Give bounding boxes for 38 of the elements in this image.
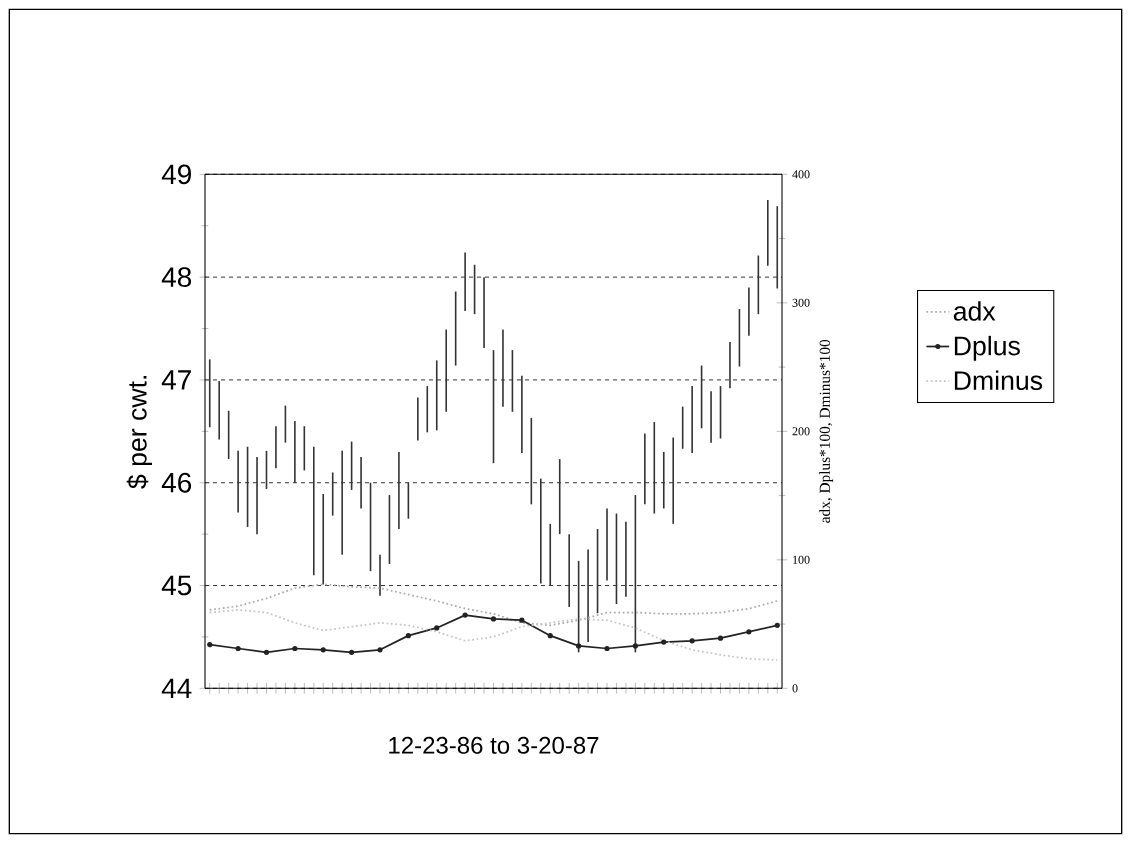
y-axis-title: $ per cwt. [126, 375, 152, 489]
point [490, 616, 497, 622]
y2-axis-title: adx, Dplus*100, Dminus*100 [819, 339, 834, 523]
legend-label: Dminus [954, 370, 1043, 391]
point [320, 647, 326, 653]
y-tick-label: 49 [161, 164, 191, 185]
y2-tick-label: 0 [792, 684, 798, 693]
point [661, 639, 667, 645]
y-tick-label: 44 [161, 678, 192, 698]
y2-tick-label: 300 [792, 298, 810, 307]
y2-tick-label: 200 [792, 427, 810, 436]
point [434, 625, 440, 631]
point [405, 633, 411, 639]
legend-label: Dplus [954, 335, 1020, 361]
legend-label: adx [953, 301, 996, 321]
point [774, 622, 780, 628]
point [632, 643, 638, 649]
point [349, 649, 355, 655]
point [292, 645, 298, 652]
point [462, 612, 468, 618]
point [207, 642, 213, 648]
y-tick-label: 46 [161, 472, 192, 493]
point [377, 647, 383, 653]
point [576, 643, 582, 649]
point [689, 638, 695, 644]
point [604, 645, 610, 652]
point [235, 645, 241, 652]
point [717, 635, 724, 641]
y-tick-label: 48 [161, 267, 192, 288]
y-tick-label: 45 [161, 575, 192, 596]
y2-tick-label: 100 [793, 555, 810, 564]
point [547, 633, 553, 639]
point [519, 617, 525, 623]
point [263, 649, 270, 655]
y-tick-label: 47 [161, 370, 191, 390]
x-axis-title: 12-23-86 to 3-20-87 [389, 736, 599, 754]
y2-tick-label: 400 [792, 170, 810, 179]
point [746, 629, 752, 635]
